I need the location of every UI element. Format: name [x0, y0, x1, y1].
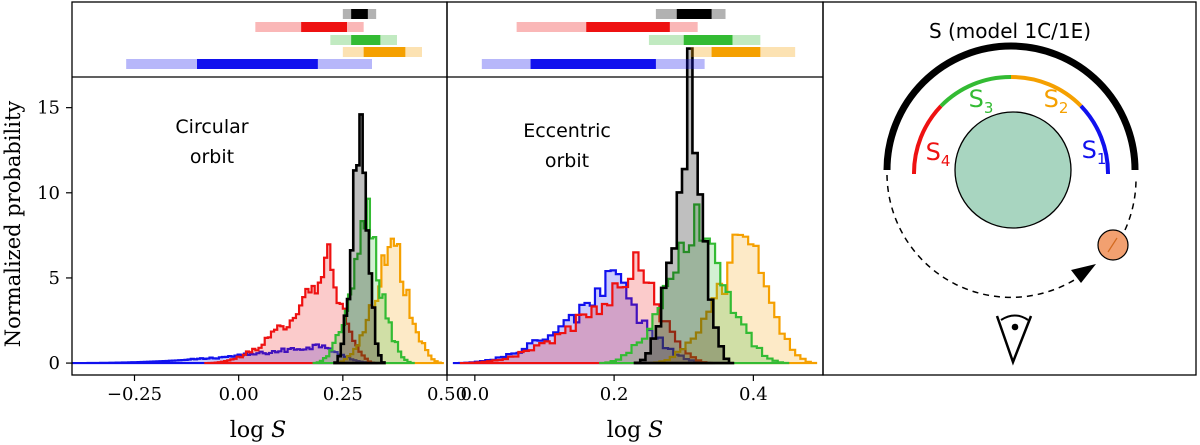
x-tick-label: 0.50	[427, 384, 467, 405]
circular-axes: −0.25 0.00 0.25 0.50 0 5 10 15	[37, 1, 467, 405]
x-tick-label: 0.2	[600, 384, 629, 405]
y-tick-label: 0	[49, 353, 60, 374]
interval68-s3	[351, 35, 381, 45]
circular-interval-bars	[126, 9, 422, 69]
interval68-s4	[301, 22, 347, 32]
s3-label: S3	[969, 85, 994, 117]
circular-annotation-line2: orbit	[190, 146, 234, 168]
interval68-s3	[683, 35, 733, 45]
s3-arc	[939, 74, 1012, 108]
s1-label: S1	[1082, 136, 1107, 168]
hist-s4	[459, 251, 713, 365]
model-diagram: S (model 1C/1E) S4 S3 S2 S1	[822, 1, 1197, 376]
eccentric-annotation-line2: orbit	[545, 150, 589, 172]
y-tick-label: 5	[49, 268, 60, 289]
s4-label: S4	[926, 138, 951, 170]
x-tick-label: 0.4	[739, 384, 768, 405]
eccentric-orbit-panel: 0.0 0.2 0.4 Eccentric orbit log S	[446, 1, 824, 443]
eccentric-interval-bars	[481, 9, 796, 69]
hist-s	[333, 113, 386, 365]
hist-s1	[72, 343, 379, 365]
interval68-s1	[197, 59, 318, 69]
diagram-frame	[822, 1, 1197, 376]
y-tick-label: 10	[37, 183, 60, 204]
circular-annotation-line1: Circular	[175, 116, 248, 138]
s4-arc	[911, 104, 943, 175]
interval68-s4	[586, 22, 670, 32]
star	[954, 111, 1072, 229]
observer-eye-icon	[995, 314, 1033, 366]
interval68-s2	[711, 47, 761, 57]
eccentric-x-axis-label: log S	[607, 418, 663, 443]
hist-s	[633, 47, 735, 365]
total-arc	[883, 42, 1139, 171]
x-tick-label: 0.00	[219, 384, 259, 405]
interval68-s1	[530, 59, 656, 69]
interval68-s	[676, 9, 712, 19]
x-tick-label: 0.25	[323, 384, 363, 405]
orbit-dashed-right	[1124, 179, 1137, 231]
hist-s3	[599, 203, 790, 365]
hist-s2	[333, 237, 444, 365]
y-axis-label: Normalized probability	[1, 101, 25, 348]
interval68-s	[351, 9, 368, 19]
hist-s3	[312, 197, 415, 365]
interval68-s2	[363, 47, 406, 57]
diagram-title: S (model 1C/1E)	[929, 19, 1091, 43]
x-tick-label: −0.25	[107, 384, 162, 405]
s2-label: S2	[1044, 85, 1069, 117]
orbit-dashed-left	[886, 174, 1083, 299]
y-tick-label: 15	[37, 98, 60, 119]
planet-mark	[1107, 237, 1118, 253]
s1-arc	[1079, 104, 1111, 175]
x-tick-label: 0.0	[461, 384, 490, 405]
eccentric-histograms	[452, 47, 818, 365]
hist-s2	[647, 233, 818, 365]
circular-histograms	[72, 113, 444, 365]
s2-arc	[1010, 74, 1083, 108]
circular-orbit-panel: −0.25 0.00 0.25 0.50 0 5 10 15 Circular orbit l…	[1, 1, 467, 443]
eccentric-annotation-line1: Eccentric	[523, 120, 611, 142]
hist-s4	[204, 243, 378, 365]
orbit-arrow-icon	[1071, 264, 1096, 283]
circular-x-axis-label: log S	[230, 418, 286, 443]
